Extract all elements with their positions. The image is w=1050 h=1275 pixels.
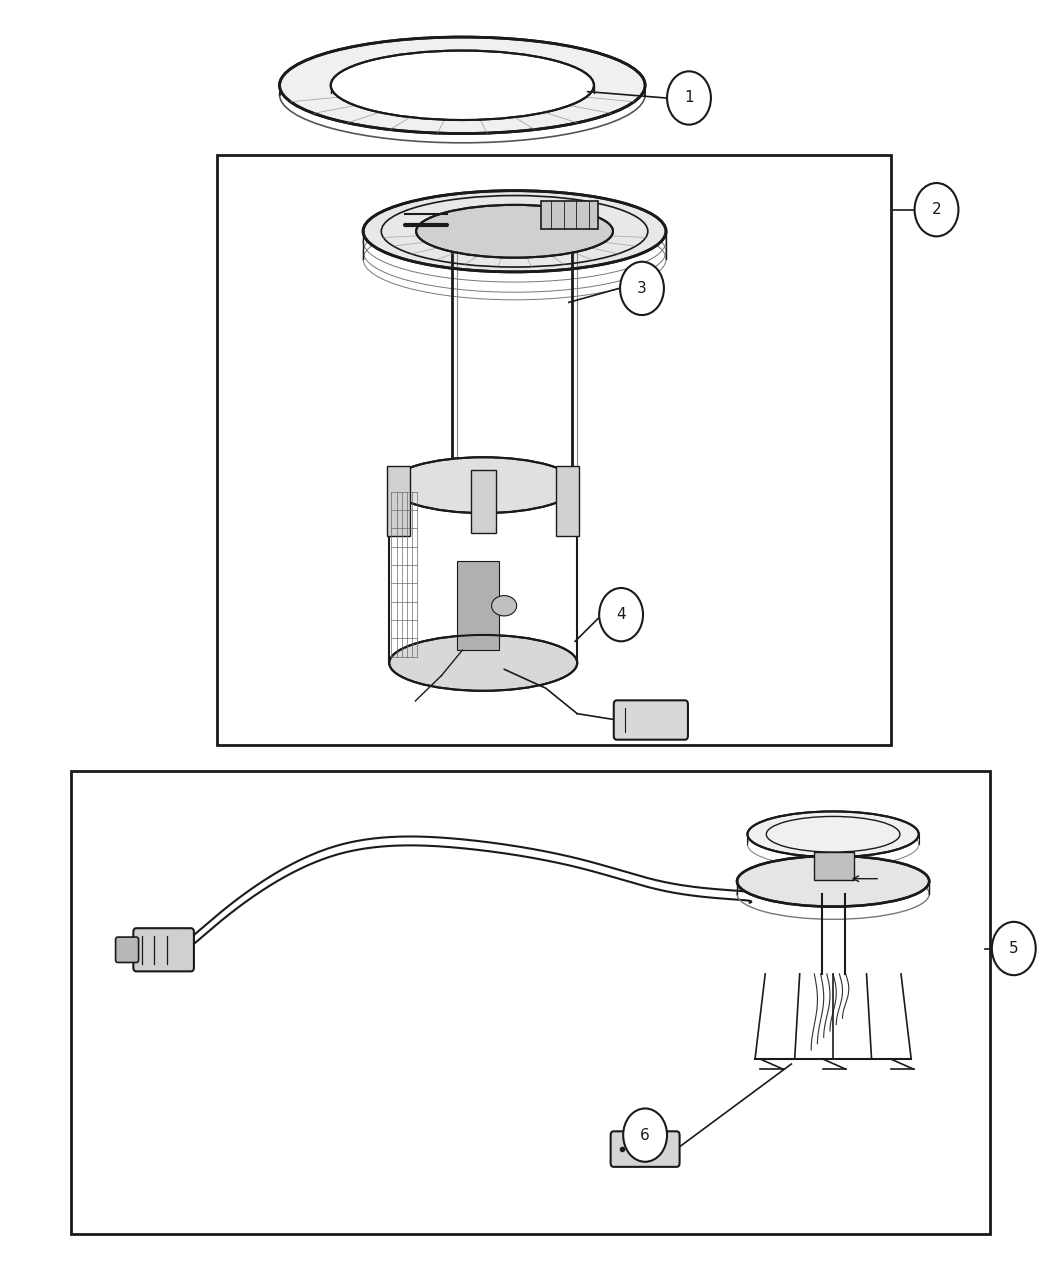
FancyBboxPatch shape bbox=[614, 700, 688, 739]
Text: 2: 2 bbox=[931, 203, 941, 217]
Ellipse shape bbox=[416, 205, 613, 258]
FancyBboxPatch shape bbox=[611, 1131, 679, 1167]
FancyBboxPatch shape bbox=[815, 852, 854, 880]
Ellipse shape bbox=[331, 51, 594, 120]
Ellipse shape bbox=[748, 811, 919, 857]
Text: 6: 6 bbox=[640, 1127, 650, 1142]
Ellipse shape bbox=[279, 37, 645, 134]
Ellipse shape bbox=[491, 595, 517, 616]
Ellipse shape bbox=[390, 458, 578, 513]
Text: 3: 3 bbox=[637, 280, 647, 296]
FancyBboxPatch shape bbox=[541, 200, 598, 228]
Circle shape bbox=[624, 1108, 667, 1162]
Circle shape bbox=[915, 184, 959, 236]
FancyBboxPatch shape bbox=[116, 937, 139, 963]
Text: 4: 4 bbox=[616, 607, 626, 622]
Ellipse shape bbox=[363, 191, 666, 272]
FancyBboxPatch shape bbox=[470, 470, 496, 533]
Circle shape bbox=[667, 71, 711, 125]
Circle shape bbox=[621, 261, 664, 315]
Ellipse shape bbox=[390, 635, 578, 691]
FancyBboxPatch shape bbox=[133, 928, 194, 972]
Ellipse shape bbox=[737, 856, 929, 907]
Text: 5: 5 bbox=[1009, 941, 1018, 956]
Text: 1: 1 bbox=[685, 91, 694, 106]
FancyBboxPatch shape bbox=[387, 467, 411, 536]
FancyBboxPatch shape bbox=[457, 561, 499, 650]
Circle shape bbox=[992, 922, 1035, 975]
Circle shape bbox=[600, 588, 643, 641]
FancyBboxPatch shape bbox=[556, 467, 580, 536]
